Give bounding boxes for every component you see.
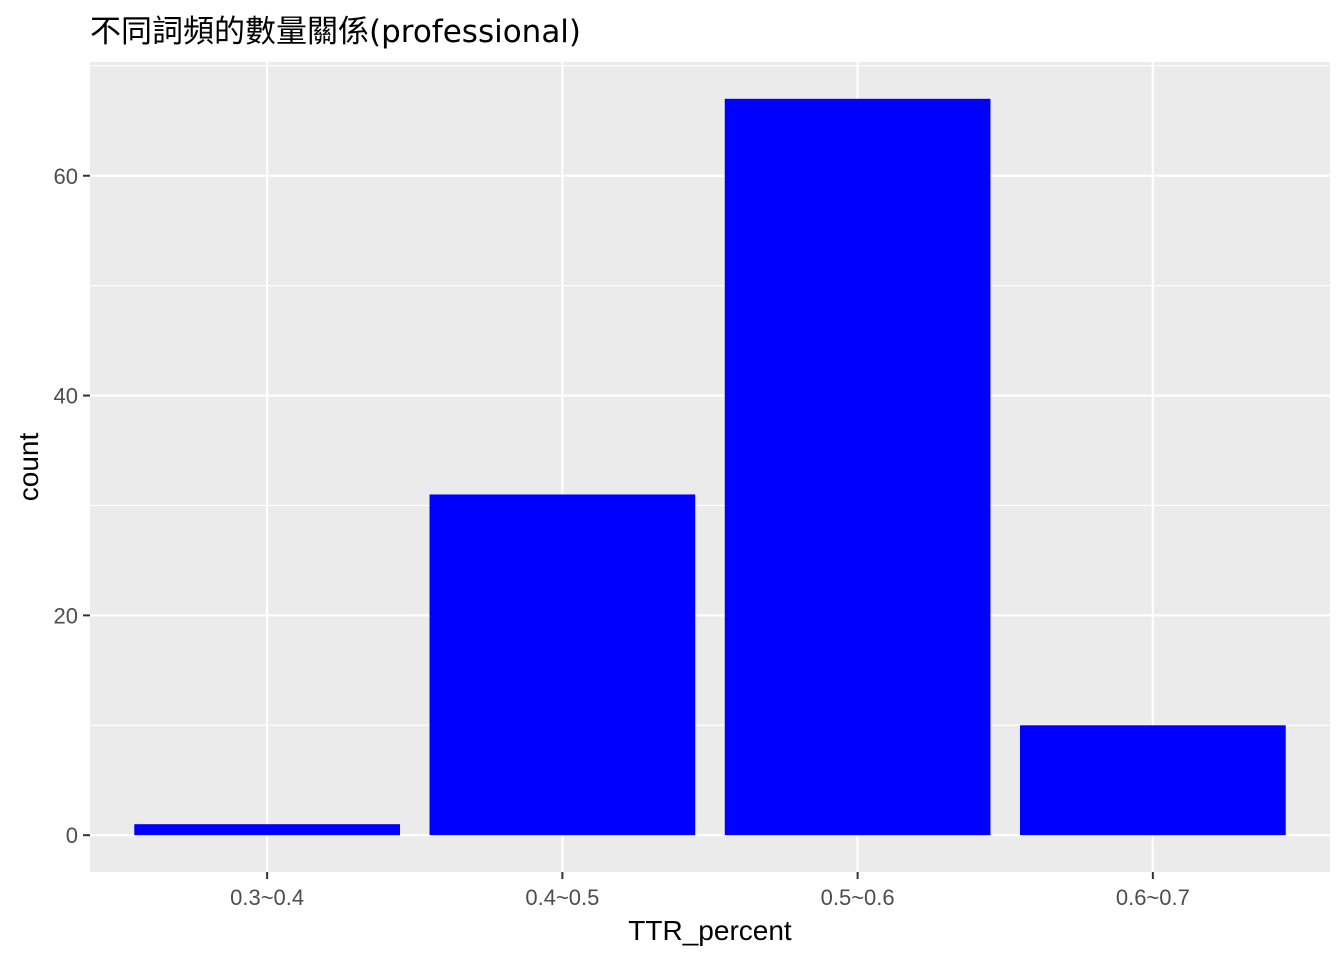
x-tick-label: 0.5~0.6 <box>821 885 895 910</box>
chart-title: 不同詞頻的數量關係(professional) <box>90 14 581 50</box>
y-tick-label: 20 <box>54 603 78 628</box>
x-tick-label: 0.6~0.7 <box>1116 885 1190 910</box>
x-tick-label: 0.3~0.4 <box>230 885 304 910</box>
x-tick-label: 0.4~0.5 <box>525 885 599 910</box>
bar <box>724 98 991 836</box>
y-tick-label: 60 <box>54 164 78 189</box>
y-axis: 0 20 40 60 <box>54 164 90 848</box>
bar <box>134 824 401 836</box>
y-axis-title: count <box>13 433 44 502</box>
x-axis: 0.3~0.4 0.4~0.5 0.5~0.6 0.6~0.7 <box>230 872 1190 910</box>
y-tick-label: 0 <box>66 823 78 848</box>
bar <box>1020 725 1286 836</box>
y-tick-label: 40 <box>54 384 78 409</box>
x-axis-title: TTR_percent <box>628 915 792 946</box>
bars <box>134 98 1286 836</box>
bar <box>429 494 696 836</box>
